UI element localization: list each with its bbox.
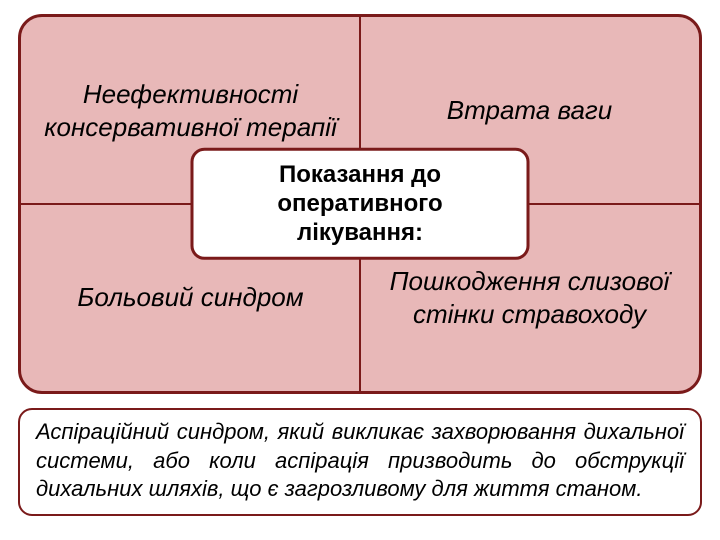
quadrant-panel: Неефективності консервативної терапії Вт… (18, 14, 702, 394)
quadrant-bottom-right-text: Пошкодження слизової стінки стравоходу (382, 265, 677, 330)
center-label: Показання до оперативного лікування: (191, 148, 530, 260)
center-label-text: Показання до оперативного лікування: (220, 161, 501, 247)
footnote-panel: Аспіраційний синдром, який викликає захв… (18, 408, 702, 516)
quadrant-top-right-text: Втрата ваги (447, 94, 612, 127)
quadrant-top-left-text: Неефективності консервативної терапії (43, 78, 338, 143)
quadrant-bottom-left-text: Больовий синдром (77, 281, 303, 314)
footnote-text: Аспіраційний синдром, який викликає захв… (36, 418, 684, 504)
